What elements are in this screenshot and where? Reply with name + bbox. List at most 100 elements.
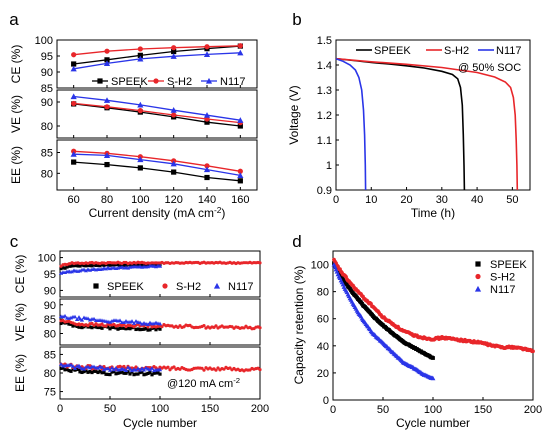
panel-c-point-n117 — [157, 264, 163, 268]
panel-c-x-tick-label: 50 — [104, 403, 116, 415]
panel-a-subplot-frame — [56, 39, 258, 89]
legend-label-d-speek: SPEEK — [490, 259, 527, 271]
panel-a-point-s-h2 — [204, 163, 210, 169]
panel-c-point-speek — [122, 326, 126, 330]
panel-c-point-n117 — [127, 366, 133, 371]
panel-a-series-n117 — [73, 153, 241, 177]
panel-d-x-tick-label: 100 — [424, 404, 442, 416]
panel-c-point-speek — [122, 263, 126, 267]
panel-a-point-n117 — [170, 53, 177, 59]
panel-c-point-speek — [80, 370, 84, 375]
panel-c-point-n117 — [141, 367, 147, 372]
panel-c-point-speek — [75, 324, 79, 328]
panel-d-y-tick-label: 80 — [317, 287, 329, 299]
panel-a-xlabel: Current density (mA cm-2) — [89, 205, 226, 220]
panel-c-point-s-h2 — [134, 365, 138, 369]
panel-c-point-n117 — [83, 268, 89, 273]
panel-a-point-s-h2 — [137, 108, 143, 114]
panel-a-point-s-h2 — [237, 168, 243, 174]
panel-c-point-speek — [158, 327, 162, 331]
panel-a-point-s-h2 — [104, 104, 110, 110]
panel-c-point-n117 — [137, 320, 143, 325]
panel-a-point-n117 — [70, 93, 77, 100]
panel-c-ylabel: VE (%) — [13, 303, 27, 341]
panel-c-point-n117 — [107, 320, 113, 324]
panel-c-point-n117 — [70, 364, 76, 368]
panel-c-point-n117 — [139, 366, 145, 370]
legend-marker-c-s-h2 — [162, 283, 168, 289]
panel-c-point-n117 — [72, 366, 78, 370]
panel-c-point-speek — [88, 263, 92, 268]
panel-b-x-tick-label: 10 — [365, 194, 377, 206]
panel-c-point-speek — [98, 325, 102, 330]
panel-c-point-speek — [108, 372, 112, 377]
panel-a-y-tick-label: 80 — [41, 168, 53, 180]
panel-c-y-tick-label: 75 — [44, 387, 56, 399]
panel-a-point-s-h2 — [171, 112, 177, 118]
legend-marker-d-n117 — [474, 285, 482, 292]
panel-c-point-speek — [75, 367, 79, 372]
panel-c-point-n117 — [131, 321, 137, 325]
panel-b-y-tick-label: 1.2 — [317, 110, 332, 122]
panel-a-point-n117 — [170, 107, 177, 113]
panel-a-point-s-h2 — [137, 46, 143, 52]
legend-label-d-s-h2: S-H2 — [490, 272, 515, 284]
panel-c-point-speek — [90, 370, 94, 375]
panel-c-point-speek — [144, 326, 148, 331]
panel-d-y-tick-label: 40 — [317, 341, 329, 353]
panel-b-y-tick-label: 1.4 — [317, 60, 332, 72]
panel-c-point-n117 — [62, 313, 68, 318]
panel-c-point-s-h2 — [258, 326, 262, 330]
panel-d-point-speek — [340, 275, 344, 280]
panel-c-point-speek — [156, 326, 160, 330]
panel-a-series-s-h2 — [73, 150, 241, 172]
panel-a-point-n117 — [137, 156, 144, 163]
panel-b-y-tick-label: 1.5 — [317, 35, 332, 47]
panel-c-point-speek — [122, 371, 126, 375]
panel-c-point-speek — [136, 327, 140, 331]
panel-c-point-s-h2 — [202, 323, 206, 328]
panel-c-point-speek — [140, 370, 144, 374]
panel-a-point-n117 — [103, 97, 111, 103]
panel-c-point-speek — [110, 325, 114, 329]
panel-a-point-n117 — [237, 117, 244, 123]
panel-c-y-tick-label: 100 — [38, 253, 56, 265]
panel-a-x-tick-label: 140 — [198, 194, 216, 206]
panel-c-point-speek — [65, 265, 69, 269]
panel-c-point-n117 — [107, 368, 113, 372]
panel-c-point-speek — [134, 372, 138, 376]
panel-c-point-speek — [116, 371, 120, 375]
panel-b-x-tick-label: 40 — [471, 194, 483, 206]
panel-b-y-tick-label: 1 — [326, 160, 332, 172]
panel-a-x-tick-label: 160 — [231, 194, 249, 206]
panel-a-y-tick-label: 100 — [35, 35, 53, 47]
panel-a-point-speek — [104, 57, 110, 63]
panel-c-y-tick-label: 80 — [44, 329, 56, 341]
panel-b-series-speek — [335, 57, 466, 191]
panel-c-y-tick-label: 90 — [44, 285, 56, 297]
panel-c-y-tick-label: 80 — [44, 368, 56, 380]
panel-a-y-tick-label: 95 — [41, 51, 53, 63]
panel-c-point-n117 — [137, 367, 143, 372]
panel-c-point-speek — [94, 325, 98, 329]
panel-c-point-speek — [140, 263, 144, 267]
panel-a-y-tick-label: 90 — [41, 67, 53, 79]
panel-c-point-speek — [96, 325, 100, 330]
panel-c-point-speek — [94, 263, 98, 268]
panel-c-point-speek — [84, 369, 88, 373]
panel-d-point-speek — [431, 356, 435, 360]
panel-c-point-speek — [114, 326, 118, 330]
panel-c-point-n117 — [109, 365, 115, 370]
panel-c-point-s-h2 — [104, 324, 108, 328]
panel-c-point-speek — [142, 373, 146, 377]
panel-c-point-n117 — [95, 365, 101, 370]
panel-d-point-s-h2 — [531, 349, 535, 354]
panel-a-x-tick-label: 100 — [131, 194, 149, 206]
legend-marker-c-n117 — [213, 282, 221, 289]
panel-c-point-n117 — [117, 367, 123, 372]
panel-c-point-n117 — [101, 367, 107, 372]
panel-c-point-speek — [92, 369, 96, 373]
panel-c-x-tick-label: 100 — [151, 403, 169, 415]
panel-c-point-n117 — [72, 314, 78, 319]
